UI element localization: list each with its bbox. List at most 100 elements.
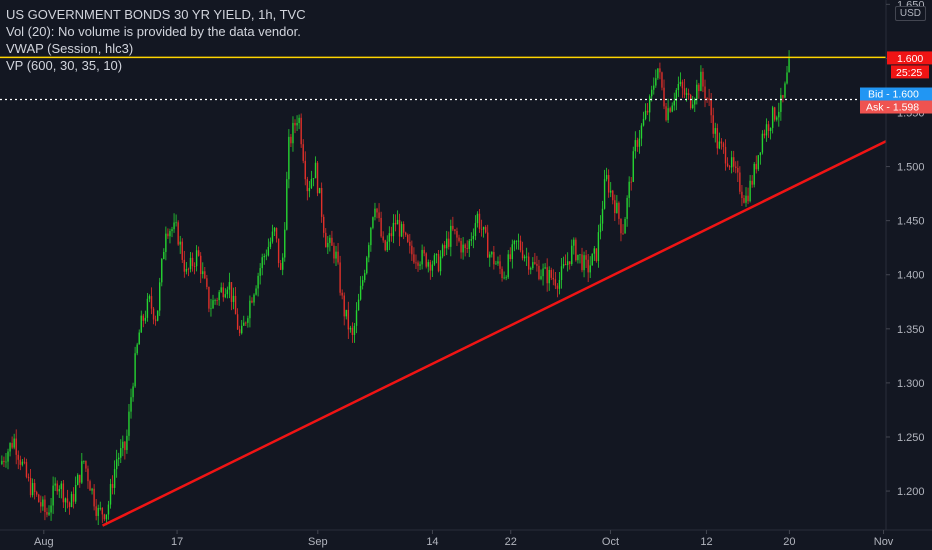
price-tick-label: 1.650 bbox=[897, 0, 925, 11]
candle-body bbox=[560, 266, 563, 280]
candle-body bbox=[733, 157, 735, 167]
candle-body bbox=[722, 143, 725, 147]
candle-body bbox=[333, 245, 335, 259]
candle-body bbox=[519, 240, 522, 251]
candle-body bbox=[530, 268, 532, 270]
candle-body bbox=[484, 226, 487, 233]
candle-body bbox=[612, 190, 614, 201]
candle-body bbox=[267, 246, 270, 256]
candle-body bbox=[372, 217, 374, 228]
candle-body bbox=[710, 100, 712, 116]
candle-body bbox=[659, 68, 661, 73]
candle-body bbox=[632, 151, 634, 182]
candle-body bbox=[544, 267, 546, 269]
candle-body bbox=[42, 499, 44, 507]
candle-body bbox=[296, 123, 298, 126]
chart-title[interactable]: US GOVERNMENT BONDS 30 YR YIELD, 1h, TVC bbox=[6, 7, 306, 22]
candle-body bbox=[452, 225, 454, 230]
candle-body bbox=[115, 459, 118, 470]
candle-body bbox=[93, 488, 95, 507]
candle-body bbox=[392, 222, 395, 237]
candle-body bbox=[618, 202, 620, 219]
price-tick-label: 1.300 bbox=[897, 378, 925, 390]
candle-body bbox=[470, 239, 473, 241]
candle-body bbox=[696, 84, 698, 100]
candle-body bbox=[700, 71, 702, 92]
candle-body bbox=[458, 237, 460, 241]
candle-body bbox=[120, 448, 122, 458]
candle-body bbox=[359, 285, 362, 300]
candle-body bbox=[550, 269, 552, 278]
candle-body bbox=[587, 259, 589, 273]
candle-body bbox=[579, 254, 581, 256]
volume-indicator-label[interactable]: Vol (20): No volume is provided by the d… bbox=[6, 24, 301, 39]
candle-body bbox=[122, 441, 124, 449]
trendline[interactable] bbox=[101, 139, 888, 527]
candle-body bbox=[44, 499, 46, 513]
candle-body bbox=[282, 257, 284, 270]
candle-body bbox=[755, 163, 757, 170]
candle-body bbox=[630, 181, 632, 183]
candle-body bbox=[275, 227, 278, 239]
candle-body bbox=[294, 122, 296, 126]
candle-body bbox=[72, 494, 75, 502]
candle-body bbox=[173, 222, 175, 230]
candle-body bbox=[433, 255, 436, 265]
candle-body bbox=[683, 88, 686, 95]
price-tick-label: 1.200 bbox=[897, 486, 925, 498]
currency-badge[interactable]: USD bbox=[894, 6, 926, 21]
candle-body bbox=[409, 241, 411, 246]
candle-body bbox=[605, 175, 608, 180]
vp-indicator-label[interactable]: VP (600, 30, 35, 10) bbox=[6, 58, 123, 73]
candle-body bbox=[450, 225, 452, 247]
candle-body bbox=[136, 344, 138, 354]
candle-body bbox=[665, 106, 667, 121]
candle-body bbox=[36, 492, 38, 495]
price-tick-label: 1.500 bbox=[897, 162, 925, 174]
price-tick-label: 1.350 bbox=[897, 324, 925, 336]
candle-body bbox=[667, 108, 669, 121]
candle-body bbox=[202, 271, 204, 275]
candle-body bbox=[243, 322, 245, 326]
candle-body bbox=[347, 309, 350, 330]
time-tick-label: 22 bbox=[505, 536, 517, 548]
candle-body bbox=[562, 264, 565, 267]
candle-body bbox=[671, 105, 673, 112]
candle-body bbox=[222, 287, 224, 298]
candle-body bbox=[439, 256, 442, 272]
candle-body bbox=[644, 110, 647, 119]
candle-body bbox=[448, 238, 450, 247]
candle-body bbox=[726, 163, 729, 167]
candle-body bbox=[277, 238, 280, 264]
time-axis[interactable]: Aug 17 Sep 14 22 Oct 12 20 Nov bbox=[34, 530, 894, 548]
candle-body bbox=[767, 124, 770, 131]
candle-body bbox=[595, 248, 598, 262]
time-tick-label: Sep bbox=[308, 536, 328, 548]
candle-body bbox=[146, 298, 149, 318]
candle-body bbox=[234, 295, 237, 315]
candle-body bbox=[634, 140, 637, 152]
candle-body bbox=[753, 163, 755, 185]
candle-body bbox=[400, 224, 403, 237]
vwap-indicator-label[interactable]: VWAP (Session, hlc3) bbox=[6, 41, 134, 56]
candle-body bbox=[50, 505, 52, 513]
candle-body bbox=[698, 84, 700, 92]
candle-body bbox=[501, 268, 503, 279]
candle-body bbox=[241, 325, 243, 334]
candle-body bbox=[466, 248, 468, 249]
candle-body bbox=[286, 179, 288, 230]
candles bbox=[1, 50, 790, 526]
candle-body bbox=[206, 278, 208, 287]
candle-body bbox=[263, 255, 265, 258]
candle-body bbox=[462, 244, 464, 253]
candle-body bbox=[245, 322, 247, 324]
candle-body bbox=[99, 507, 101, 509]
candle-body bbox=[472, 235, 475, 240]
candle-body bbox=[765, 124, 768, 136]
candle-body bbox=[91, 488, 93, 491]
candle-body bbox=[724, 146, 727, 164]
candle-body bbox=[195, 250, 198, 267]
candle-body bbox=[327, 242, 329, 248]
candle-body bbox=[83, 460, 85, 462]
